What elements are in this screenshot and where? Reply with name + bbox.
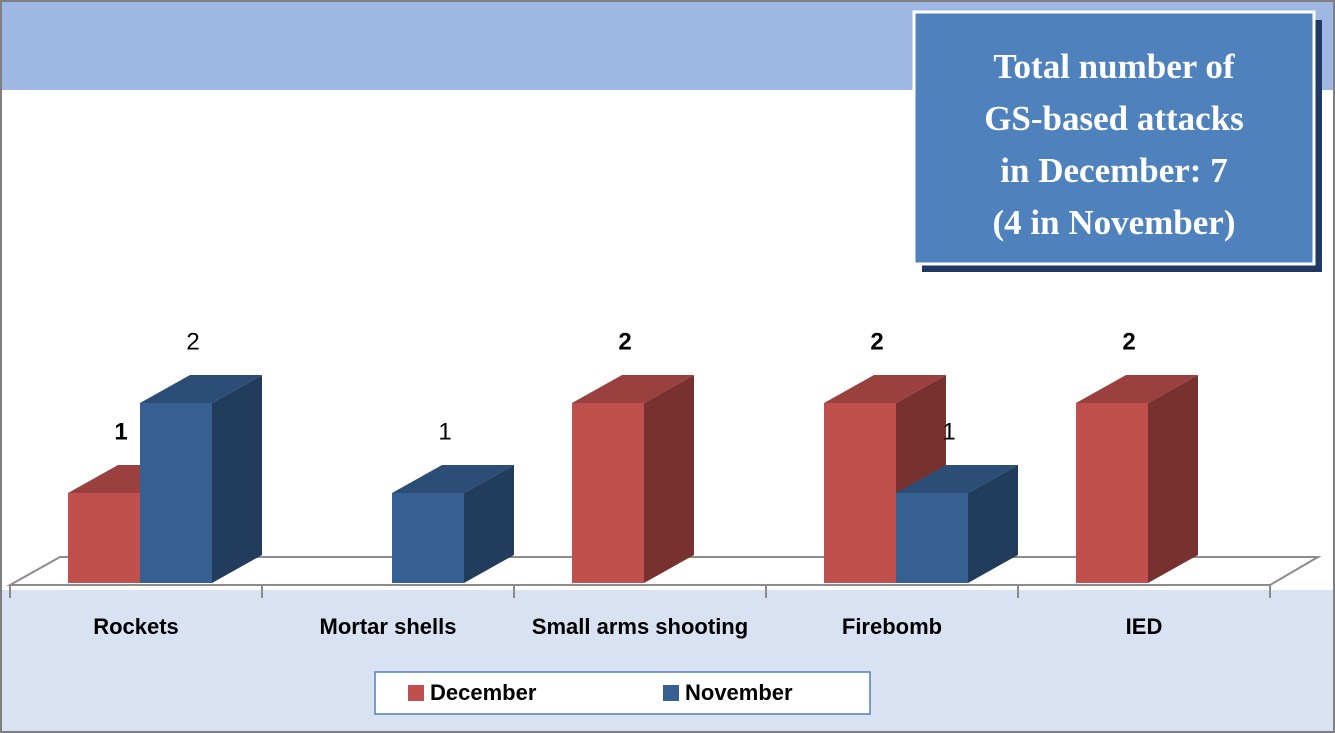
plot [9,375,1271,598]
data-label: 1 [942,418,955,445]
legend-swatch [408,685,424,701]
bar-front [1076,403,1148,583]
bar-top [572,375,694,403]
bar-front [392,493,464,583]
annotation-line: in December: 7 [1000,151,1227,190]
bar [1076,375,1198,583]
bar-side [464,465,514,583]
bar-top [896,465,1018,493]
data-label: 2 [186,328,199,355]
bar-side [212,375,262,583]
legend-label: November [685,680,793,705]
bar-side [644,375,694,583]
data-label: 2 [870,328,883,355]
bar-front [140,403,212,583]
legend-label: December [430,680,537,705]
annotation-box [912,10,1316,266]
legend-box [374,671,871,715]
bar [896,465,1018,583]
bar-front [896,493,968,583]
data-label: 2 [618,328,631,355]
annotation: Total number of GS-based attacks in Decemb… [984,47,1244,242]
bar-front [572,403,644,583]
data-label: 2 [1122,328,1135,355]
bar-top [824,375,946,403]
data-label: 1 [438,418,451,445]
bar-side [1148,375,1198,583]
x-tick-label: IED [1126,614,1163,639]
annotation-line: Total number of [993,47,1234,86]
bar-front [824,403,896,583]
bar [392,465,514,583]
x-tick-label: Mortar shells [320,614,457,639]
bar [572,375,694,583]
bar-front [68,493,140,583]
bar-top [392,465,514,493]
x-tick-label: Small arms shooting [532,614,748,639]
bar-side [968,465,1018,583]
legend-swatch [663,685,679,701]
annotation-line: (4 in November) [992,203,1235,242]
x-tick-label: Firebomb [842,614,942,639]
data-label: 1 [114,418,127,445]
x-tick-label: Rockets [93,614,179,639]
bar [140,375,262,583]
legend: December November [408,680,793,705]
annotation-line: GS-based attacks [984,99,1244,138]
bar-top [1076,375,1198,403]
bar-top [140,375,262,403]
